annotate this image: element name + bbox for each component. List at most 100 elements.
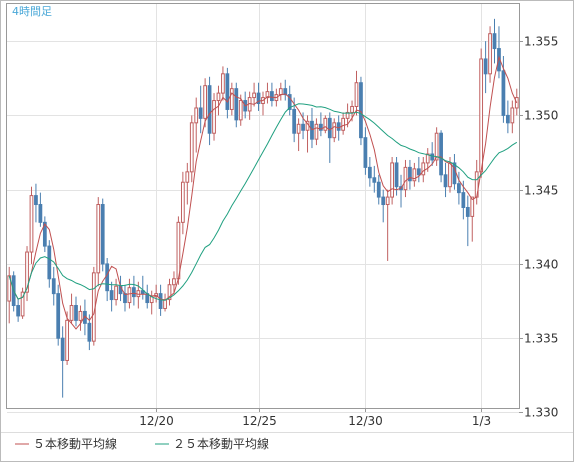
candle-down <box>87 322 92 342</box>
chart-title: 4時間足 <box>12 5 52 18</box>
candle-down <box>394 162 399 188</box>
candle-down <box>336 122 341 131</box>
candle-up <box>412 168 417 182</box>
candle-up <box>229 88 234 110</box>
candle-up <box>29 195 34 253</box>
y-tick-label: 1.350 <box>524 109 558 123</box>
candle-up <box>163 299 167 309</box>
y-tick-label: 1.335 <box>524 332 558 346</box>
ma25-line <box>8 103 518 301</box>
candle-down <box>505 114 510 124</box>
candle-up <box>314 123 319 140</box>
candle-up <box>278 88 283 96</box>
candle-up <box>385 196 390 206</box>
candle-down <box>372 177 377 183</box>
x-tick-label: 12/20 <box>139 414 174 428</box>
candles <box>7 18 519 398</box>
candle-down <box>74 305 78 321</box>
x-tick-label: 12/25 <box>242 414 277 428</box>
candle-down <box>100 204 105 265</box>
candle-up <box>350 105 354 113</box>
candle-down <box>327 117 332 139</box>
y-tick-label: 1.345 <box>524 184 558 198</box>
candle-down <box>16 305 21 317</box>
candle-down <box>430 153 435 161</box>
candle-down <box>376 181 381 198</box>
x-axis: 12/20 12/25 12/30 1/3 <box>139 408 491 428</box>
candle-down <box>363 137 368 168</box>
candle-up <box>212 100 216 134</box>
y-tick-label: 1.355 <box>524 35 558 49</box>
candle-down <box>198 107 203 119</box>
legend-label: ２５本移動平均線 <box>173 436 269 451</box>
candle-up <box>448 162 452 188</box>
candle-up <box>180 181 185 223</box>
candle-down <box>483 58 488 75</box>
candle-up <box>421 162 426 176</box>
candle-up <box>25 251 29 293</box>
candle-up <box>65 319 69 361</box>
candle-down <box>416 168 421 176</box>
candle-up <box>354 82 359 107</box>
candle-up <box>390 162 394 198</box>
candle-up <box>488 33 492 75</box>
candle-down <box>38 204 43 223</box>
candle-up <box>470 196 475 217</box>
candle-down <box>452 162 457 185</box>
candle-up <box>341 117 346 131</box>
candle-up <box>172 278 176 286</box>
ma5-line <box>8 55 518 330</box>
candle-up <box>78 310 83 321</box>
candle-up <box>203 85 208 119</box>
candle-up <box>252 92 256 99</box>
candle-up <box>96 204 101 274</box>
x-tick-label: 12/30 <box>348 414 383 428</box>
candle-down <box>270 91 274 102</box>
candle-up <box>434 132 439 161</box>
candle-up <box>479 58 484 173</box>
candle-down <box>457 183 461 194</box>
candle-up <box>185 171 190 183</box>
candle-up <box>323 117 328 131</box>
candle-down <box>51 278 56 295</box>
candle-down <box>256 92 261 105</box>
candle-down <box>408 166 412 182</box>
candle-down <box>461 192 466 208</box>
candle-down <box>34 195 38 206</box>
candle-up <box>403 166 408 191</box>
candle-down <box>140 290 145 295</box>
y-axis: 1.330 1.335 1.340 1.345 1.350 1.355 <box>519 35 558 420</box>
candle-down <box>158 293 163 309</box>
candle-up <box>425 153 430 164</box>
candle-down <box>105 263 110 292</box>
candle-up <box>345 111 350 119</box>
candle-down <box>132 287 136 298</box>
candle-down <box>492 33 497 50</box>
candle-down <box>56 293 61 339</box>
candle-up <box>127 287 132 304</box>
candle-up <box>176 221 181 280</box>
y-tick-label: 1.340 <box>524 258 558 272</box>
candle-down <box>465 206 470 217</box>
candle-down <box>292 108 297 134</box>
candle-down <box>234 88 239 121</box>
candle-down <box>207 85 212 134</box>
candle-down <box>287 94 292 110</box>
legend-label: ５本移動平均線 <box>33 436 117 451</box>
legend: ５本移動平均線 ２５本移動平均線 <box>15 436 269 451</box>
candle-down <box>381 196 386 206</box>
candle-up <box>20 291 25 317</box>
candle-down <box>443 174 448 188</box>
candle-up <box>216 92 221 102</box>
moving-average-lines <box>8 55 518 330</box>
candle-down <box>60 337 65 361</box>
candle-up <box>69 305 74 321</box>
candle-down <box>301 123 305 131</box>
candle-down <box>42 221 47 247</box>
candle-up <box>194 107 199 124</box>
x-tick-label: 1/3 <box>472 414 491 428</box>
candle-down <box>439 132 443 176</box>
candle-up <box>114 285 118 301</box>
